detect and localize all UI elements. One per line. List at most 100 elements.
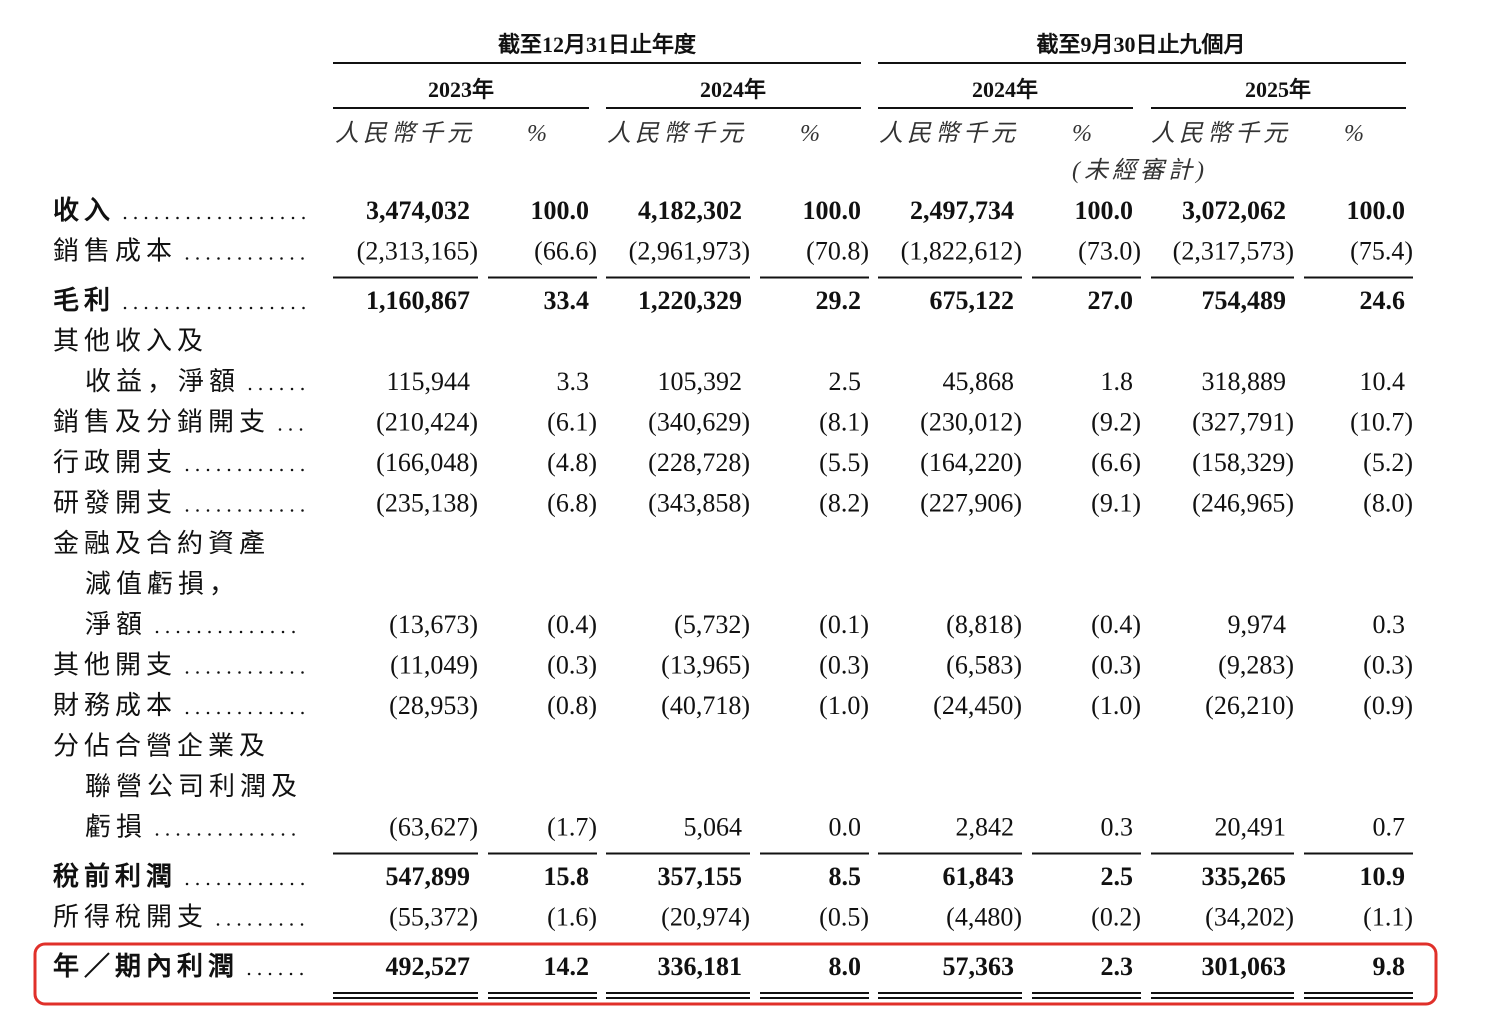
cell: (8.1): [819, 408, 869, 437]
cell: (1.0): [1091, 691, 1141, 720]
cell: (1,822,612): [901, 237, 1022, 266]
year-header: 2023年: [428, 77, 494, 102]
cell: (1.7): [547, 813, 597, 842]
cell: (6.6): [1091, 448, 1141, 477]
cell: 3,474,032: [366, 196, 470, 225]
cell: 318,889: [1202, 367, 1287, 396]
cell: (63,627): [389, 813, 478, 842]
cell: (34,202): [1205, 903, 1294, 932]
row-label: 研發開支: [53, 489, 177, 518]
cell: 1.8: [1101, 367, 1134, 396]
cell: 100.0: [803, 196, 862, 225]
cell: (158,329): [1192, 448, 1294, 477]
unit-header: %: [800, 121, 824, 147]
group-header: 截至12月31日止年度: [498, 32, 697, 57]
cell: (5.2): [1363, 448, 1413, 477]
cell: (0.3): [1091, 651, 1141, 680]
row-label: 銷售及分銷開支: [53, 408, 270, 437]
row-label: 分佔合營企業及: [53, 732, 270, 761]
cell: (66.6): [534, 237, 597, 266]
cell: 754,489: [1202, 286, 1287, 315]
cell: 2.3: [1101, 952, 1134, 981]
row-label: 稅前利潤: [53, 861, 177, 891]
row-label: 銷售成本: [53, 237, 177, 266]
cell: 336,181: [658, 952, 743, 981]
group-header: 截至9月30日止九個月: [1036, 32, 1245, 57]
row-label: 金融及合約資產: [53, 529, 270, 558]
cell: (246,965): [1192, 489, 1294, 518]
cell: (0.3): [1363, 651, 1413, 680]
cell: (227,906): [920, 489, 1022, 518]
cell: 3,072,062: [1182, 196, 1286, 225]
cell: 0.0: [829, 813, 862, 842]
cell: (40,718): [661, 691, 750, 720]
cell: (0.1): [819, 610, 869, 639]
cell: 9,974: [1228, 610, 1287, 639]
cell: (2,313,165): [357, 237, 478, 266]
cell: 100.0: [531, 196, 590, 225]
cell: 8.5: [829, 862, 862, 891]
cell: 100.0: [1347, 196, 1406, 225]
row-label: 收益，淨額: [85, 367, 240, 396]
cell: 29.2: [816, 286, 862, 315]
cell: (340,629): [648, 408, 750, 437]
cell: (210,424): [376, 408, 478, 437]
unit-header: 人民幣千元: [879, 120, 1019, 147]
cell: 100.0: [1075, 196, 1134, 225]
cell: (24,450): [933, 691, 1022, 720]
cell: (70.8): [806, 237, 869, 266]
row-label: 虧損: [85, 813, 147, 842]
cell: 27.0: [1088, 286, 1134, 315]
row-label: 減值虧損，: [85, 570, 240, 599]
unit-header: %: [1072, 121, 1096, 147]
cell: (230,012): [920, 408, 1022, 437]
row-label: 行政開支: [53, 448, 177, 477]
cell: (235,138): [376, 489, 478, 518]
cell: 20,491: [1215, 813, 1287, 842]
cell: (0.3): [819, 651, 869, 680]
cell: 57,363: [943, 952, 1015, 981]
year-header: 2025年: [1245, 77, 1311, 102]
row-label: 其他開支: [53, 651, 177, 680]
cell: 3.3: [557, 367, 590, 396]
cell: (11,049): [390, 651, 478, 680]
cell: (2,961,973): [629, 237, 750, 266]
cell: (20,974): [661, 903, 750, 932]
year-header: 2024年: [700, 77, 766, 102]
cell: 1,160,867: [366, 286, 470, 315]
cell: (8,818): [946, 610, 1022, 639]
cell: (8.0): [1363, 489, 1413, 518]
cell: (4,480): [946, 903, 1022, 932]
cell: 24.6: [1360, 286, 1406, 315]
unit-header: %: [527, 121, 551, 147]
unit-header: 人民幣千元: [607, 120, 747, 147]
cell: 301,063: [1202, 952, 1287, 981]
cell: 2,497,734: [910, 196, 1014, 225]
cell: (9.1): [1091, 489, 1141, 518]
cell: (1.1): [1363, 903, 1413, 932]
cell: (228,728): [648, 448, 750, 477]
cell: (6.1): [547, 408, 597, 437]
cell: 335,265: [1202, 862, 1287, 891]
cell: (9,283): [1218, 651, 1294, 680]
unit-header: 人民幣千元: [335, 120, 475, 147]
cell: (4.8): [547, 448, 597, 477]
cell: (13,673): [389, 610, 478, 639]
row-label: 其他收入及: [53, 327, 208, 356]
row-label: 財務成本: [53, 691, 177, 720]
cell: (0.8): [547, 691, 597, 720]
cell: 1,220,329: [638, 286, 742, 315]
cell: (28,953): [389, 691, 478, 720]
cell: 492,527: [386, 952, 471, 981]
cell: 115,944: [386, 367, 470, 396]
cell: (0.4): [1091, 610, 1141, 639]
cell: 547,899: [386, 862, 471, 891]
cell: (1.6): [547, 903, 597, 932]
cell: (0.5): [819, 903, 869, 932]
unit-header: %: [1344, 121, 1368, 147]
cell: 675,122: [930, 286, 1015, 315]
cell: (327,791): [1192, 408, 1294, 437]
cell: (13,965): [661, 651, 750, 680]
row-label: 淨額: [85, 610, 147, 639]
